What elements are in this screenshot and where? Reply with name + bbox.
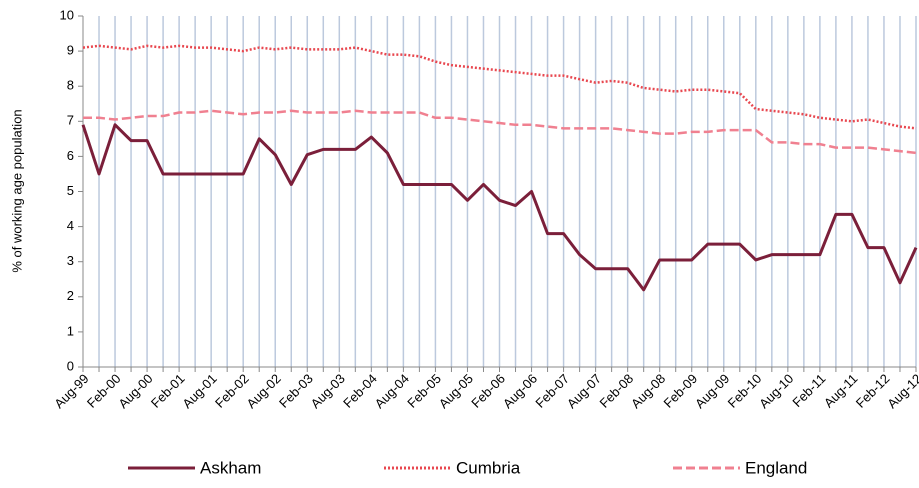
legend-label: Cumbria <box>456 458 521 477</box>
x-tick-label: Feb-03 <box>276 371 316 411</box>
x-tick-label: Feb-11 <box>789 371 828 410</box>
x-tick-label: Feb-09 <box>661 371 701 411</box>
x-tick-label: Feb-06 <box>468 371 508 411</box>
y-tick-label: 1 <box>67 323 74 338</box>
y-tick-label: 6 <box>67 148 74 163</box>
series-line <box>83 109 917 155</box>
x-tick-label: Aug-99 <box>51 371 91 411</box>
x-tick-label: Aug-08 <box>628 371 668 411</box>
x-tick-label: Aug-01 <box>179 371 219 411</box>
x-tick-label: Aug-02 <box>244 371 284 411</box>
x-tick-label: Aug-03 <box>308 371 348 411</box>
x-tick-label: Aug-04 <box>372 371 412 411</box>
x-tick-label: Feb-07 <box>532 371 572 411</box>
x-tick-label: Feb-05 <box>404 371 444 411</box>
y-tick-label: 10 <box>60 7 74 22</box>
x-tick-label: Aug-06 <box>500 371 540 411</box>
x-tick-label: Aug-10 <box>756 371 796 411</box>
x-tick-label: Aug-05 <box>436 371 476 411</box>
x-tick-label: Feb-04 <box>340 371 380 411</box>
legend-label: Askham <box>200 458 261 477</box>
y-tick-label: 2 <box>67 288 74 303</box>
x-tick-label: Feb-02 <box>212 371 252 411</box>
y-tick-label: 5 <box>67 183 74 198</box>
y-tick-label: 4 <box>67 218 74 233</box>
x-tick-label: Feb-08 <box>596 371 636 411</box>
x-tick-label: Feb-01 <box>148 371 188 411</box>
y-tick-label: 8 <box>67 78 74 93</box>
x-tick-label: Aug-09 <box>692 371 732 411</box>
y-tick-label: 9 <box>67 43 74 58</box>
x-tick-label: Aug-00 <box>115 371 155 411</box>
legend-label: England <box>745 458 807 477</box>
x-tick-label: Aug-11 <box>821 371 861 411</box>
y-tick-label: 7 <box>67 113 74 128</box>
x-tick-label: Aug-07 <box>564 371 604 411</box>
series-line <box>81 123 918 292</box>
x-tick-label: Feb-12 <box>853 371 893 411</box>
x-tick-label: Feb-10 <box>725 371 765 411</box>
y-axis-label: % of working age population <box>9 109 24 272</box>
y-tick-label: 0 <box>67 358 74 373</box>
y-tick-label: 3 <box>67 253 74 268</box>
series-line <box>82 44 917 130</box>
x-tick-label: Feb-00 <box>84 371 124 411</box>
x-tick-label: Aug-12 <box>884 371 919 411</box>
